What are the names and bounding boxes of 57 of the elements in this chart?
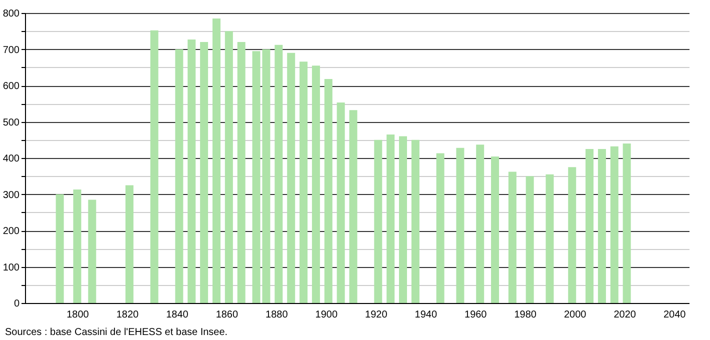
x-tick-label: 1820 xyxy=(116,310,140,320)
bar xyxy=(610,146,618,303)
source-note: Sources : base Cassini de l'EHESS et base Insee. xyxy=(5,327,228,338)
y-tick-label: 500 xyxy=(2,117,20,128)
x-tick-label: 1980 xyxy=(514,310,537,320)
x-tick-label: 1860 xyxy=(216,310,238,320)
bar xyxy=(125,185,134,303)
bar xyxy=(546,174,554,303)
bar xyxy=(274,44,283,303)
bar xyxy=(175,49,184,303)
bar xyxy=(586,148,594,303)
bar xyxy=(598,148,606,303)
bar xyxy=(349,110,358,303)
x-tick-label: 2000 xyxy=(564,310,587,320)
bar xyxy=(312,66,320,303)
x-tick-label: 1920 xyxy=(365,310,388,320)
bar xyxy=(237,42,246,303)
bar xyxy=(411,140,420,303)
x-tick-label: 1960 xyxy=(464,310,488,320)
bar xyxy=(300,62,308,303)
bar xyxy=(212,18,220,303)
bar xyxy=(436,153,444,303)
bar xyxy=(508,172,516,303)
x-tick-label: 2040 xyxy=(663,310,686,320)
bar xyxy=(491,156,500,303)
x-tick-label: 1880 xyxy=(266,310,288,320)
bar xyxy=(150,30,158,303)
bar xyxy=(200,42,208,303)
x-tick-label: 1840 xyxy=(166,310,189,320)
y-tick-label: 0 xyxy=(14,298,20,310)
bar xyxy=(287,52,296,303)
bar xyxy=(224,31,233,303)
x-tick-label: 1940 xyxy=(414,310,438,320)
x-tick-label: 1800 xyxy=(66,310,90,320)
bar xyxy=(526,176,534,303)
y-tick-label: 700 xyxy=(2,44,20,56)
x-tick-label: 1900 xyxy=(315,310,338,320)
y-tick-label: 600 xyxy=(2,81,20,92)
y-tick-label: 300 xyxy=(2,190,20,201)
bar xyxy=(73,190,82,303)
bar xyxy=(88,200,96,303)
y-tick-label: 100 xyxy=(2,262,20,274)
bar xyxy=(336,102,345,303)
y-tick-label: 200 xyxy=(2,226,20,237)
bar xyxy=(622,144,631,303)
y-tick-label: 400 xyxy=(2,154,20,164)
bar xyxy=(456,148,464,303)
bar xyxy=(56,194,64,303)
y-tick-label: 800 xyxy=(2,8,20,20)
bar xyxy=(399,136,408,303)
bar xyxy=(374,140,382,303)
bar xyxy=(476,144,484,303)
bar xyxy=(386,134,395,303)
bar xyxy=(188,39,196,303)
bar xyxy=(568,167,576,303)
bar xyxy=(324,78,332,303)
x-tick-label: 2020 xyxy=(614,310,636,320)
